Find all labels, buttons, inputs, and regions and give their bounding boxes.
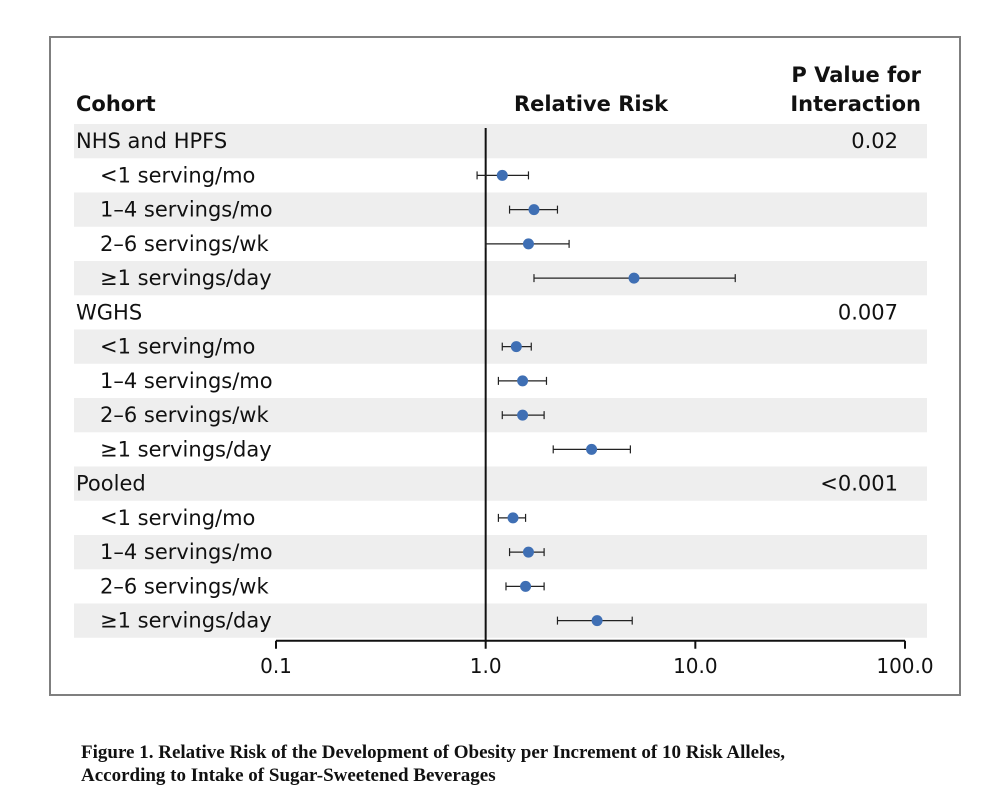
- figure-caption: Figure 1. Relative Risk of the Developme…: [81, 741, 981, 787]
- point-estimate-marker: [496, 169, 508, 181]
- point-estimate-marker: [586, 443, 598, 455]
- row-label: ≥1 servings/day: [100, 437, 272, 461]
- p-value-header-line2: Interaction: [790, 92, 921, 116]
- row-label: 1–4 servings/mo: [100, 540, 273, 564]
- point-estimate-marker: [520, 580, 532, 592]
- x-tick-label: 1.0: [470, 654, 502, 678]
- group-label: WGHS: [76, 300, 142, 324]
- row-label: 2–6 servings/wk: [100, 403, 269, 427]
- point-estimate-marker: [517, 375, 529, 387]
- p-value-header-line1: P Value for: [791, 63, 921, 87]
- x-tick-label: 10.0: [673, 654, 718, 678]
- row-label: ≥1 servings/day: [100, 609, 272, 633]
- row-band: [74, 466, 927, 501]
- caption-line-2: According to Intake of Sugar-Sweetened B…: [81, 765, 496, 786]
- group-label: NHS and HPFS: [76, 129, 227, 153]
- relative-risk-header: Relative Risk: [514, 92, 669, 116]
- point-estimate-marker: [510, 341, 522, 353]
- x-tick-label: 0.1: [260, 654, 292, 678]
- cohort-header: Cohort: [76, 92, 156, 116]
- caption-line-1: Figure 1. Relative Risk of the Developme…: [81, 742, 785, 763]
- point-estimate-marker: [522, 238, 534, 250]
- p-value: 0.007: [838, 300, 898, 324]
- point-estimate-marker: [528, 204, 540, 216]
- p-value: 0.02: [851, 129, 898, 153]
- point-estimate-marker: [517, 409, 529, 421]
- row-label: 2–6 servings/wk: [100, 574, 269, 598]
- point-estimate-marker: [507, 512, 519, 524]
- row-band: [74, 329, 927, 364]
- row-band: [74, 192, 927, 227]
- row-band: [74, 603, 927, 638]
- row-label: ≥1 servings/day: [100, 266, 272, 290]
- x-tick-label: 100.0: [876, 654, 933, 678]
- point-estimate-marker: [591, 615, 603, 627]
- row-label: 1–4 servings/mo: [100, 198, 273, 222]
- point-estimate-marker: [522, 546, 534, 558]
- row-band: [74, 124, 927, 159]
- row-label: <1 serving/mo: [100, 163, 255, 187]
- row-band: [74, 535, 927, 570]
- point-estimate-marker: [628, 272, 640, 284]
- row-band: [74, 398, 927, 433]
- row-label: 2–6 servings/wk: [100, 232, 269, 256]
- group-label: Pooled: [76, 472, 146, 496]
- p-value: <0.001: [820, 472, 898, 496]
- row-label: <1 serving/mo: [100, 335, 255, 359]
- row-band: [74, 261, 927, 296]
- row-label: <1 serving/mo: [100, 506, 255, 530]
- row-label: 1–4 servings/mo: [100, 369, 273, 393]
